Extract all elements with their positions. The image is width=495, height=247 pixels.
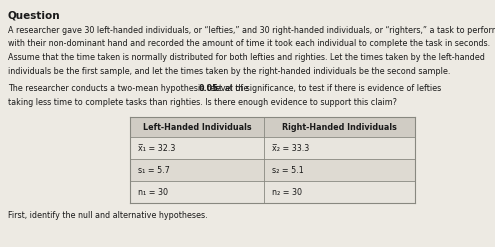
Text: Left-Handed Individuals: Left-Handed Individuals xyxy=(143,123,251,131)
Text: with their non-dominant hand and recorded the amount of time it took each indivi: with their non-dominant hand and recorde… xyxy=(8,40,490,48)
Text: s₂ = 5.1: s₂ = 5.1 xyxy=(272,165,304,174)
FancyBboxPatch shape xyxy=(130,117,415,137)
Text: Right-Handed Individuals: Right-Handed Individuals xyxy=(282,123,397,131)
Text: x̅₁ = 32.3: x̅₁ = 32.3 xyxy=(138,144,175,152)
Text: A researcher gave 30 left-handed individuals, or “lefties,” and 30 right-handed : A researcher gave 30 left-handed individ… xyxy=(8,26,495,35)
Text: Question: Question xyxy=(8,10,60,20)
Text: Assume that the time taken is normally distributed for both lefties and righties: Assume that the time taken is normally d… xyxy=(8,53,485,62)
Text: The researcher conducts a two-mean hypothesis test at the: The researcher conducts a two-mean hypot… xyxy=(8,84,251,93)
Text: n₂ = 30: n₂ = 30 xyxy=(272,187,302,197)
FancyBboxPatch shape xyxy=(130,159,415,181)
FancyBboxPatch shape xyxy=(130,181,415,203)
Text: s₁ = 5.7: s₁ = 5.7 xyxy=(138,165,170,174)
Text: taking less time to complete tasks than righties. Is there enough evidence to su: taking less time to complete tasks than … xyxy=(8,98,397,106)
Text: 0.05: 0.05 xyxy=(198,84,218,93)
Text: individuals be the first sample, and let the times taken by the right-handed ind: individuals be the first sample, and let… xyxy=(8,66,450,76)
Text: First, identify the null and alternative hypotheses.: First, identify the null and alternative… xyxy=(8,211,207,220)
Text: x̅₂ = 33.3: x̅₂ = 33.3 xyxy=(272,144,309,152)
Text: n₁ = 30: n₁ = 30 xyxy=(138,187,168,197)
Text: level of significance, to test if there is evidence of lefties: level of significance, to test if there … xyxy=(211,84,442,93)
FancyBboxPatch shape xyxy=(130,137,415,159)
